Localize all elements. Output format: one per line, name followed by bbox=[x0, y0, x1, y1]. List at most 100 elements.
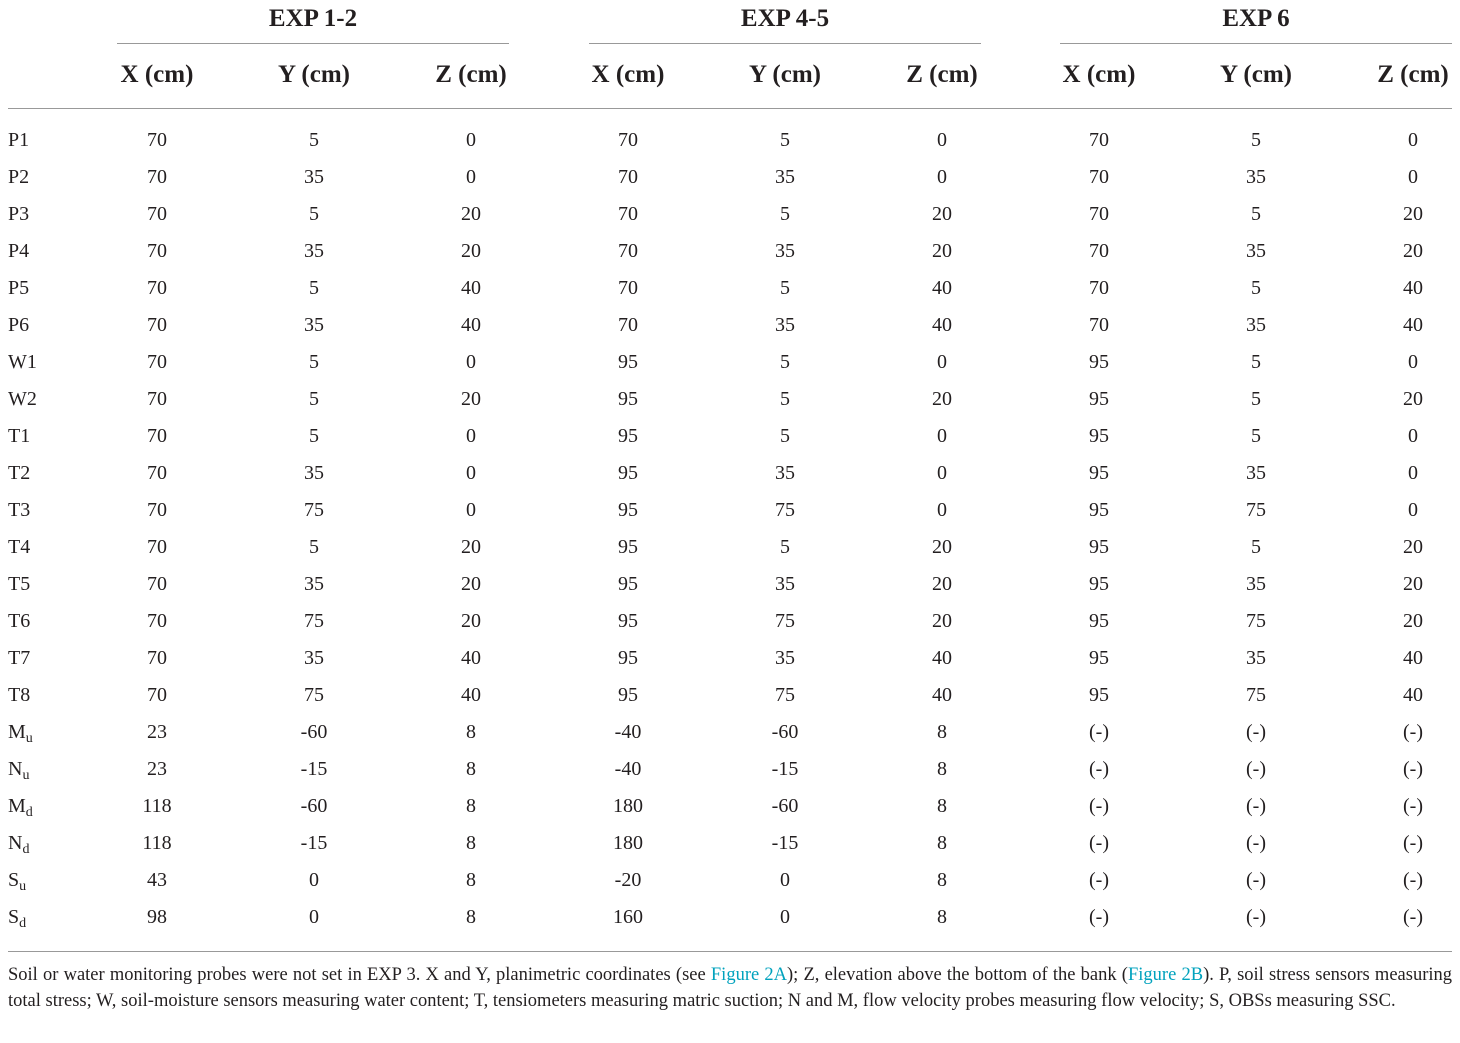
table-cell: 35 bbox=[304, 573, 324, 595]
table-cell: 35 bbox=[304, 166, 324, 188]
table-cell: 0 bbox=[937, 462, 947, 484]
table-cell: 70 bbox=[147, 499, 167, 521]
table-cell: 35 bbox=[775, 166, 795, 188]
table-cell: 8 bbox=[937, 795, 947, 817]
table-cell: 70 bbox=[618, 203, 638, 225]
footnote-text-3: ). P, soil stress sensors measuring tota… bbox=[8, 965, 1452, 1011]
row-label: Nd bbox=[8, 825, 29, 862]
table-cell: 40 bbox=[932, 647, 952, 669]
table-cell: 75 bbox=[304, 499, 324, 521]
table-cell: 40 bbox=[1403, 314, 1423, 336]
table-cell: 35 bbox=[775, 314, 795, 336]
header-divider bbox=[8, 108, 1452, 109]
table-cell: -40 bbox=[614, 721, 642, 743]
figure-2b-link[interactable]: Figure 2B bbox=[1127, 965, 1204, 985]
table-cell: 0 bbox=[1408, 425, 1418, 447]
table-cell: 20 bbox=[932, 536, 952, 558]
table-cell: 8 bbox=[466, 832, 476, 854]
table-cell: 0 bbox=[937, 351, 947, 373]
row-label: T3 bbox=[8, 492, 30, 529]
table-cell: 5 bbox=[780, 425, 790, 447]
table-cell: 95 bbox=[618, 573, 638, 595]
column-header: X (cm) bbox=[591, 61, 665, 88]
footnote-text-2: ); Z, elevation above the bottom of the … bbox=[786, 965, 1128, 985]
table-cell: (-) bbox=[1246, 795, 1266, 817]
table-cell: -60 bbox=[300, 721, 328, 743]
table-row: P5 70 5 40 70 5 40 70 5 40 bbox=[0, 270, 1460, 307]
table-cell: 70 bbox=[147, 647, 167, 669]
table-cell: 70 bbox=[1089, 166, 1109, 188]
table-cell: 95 bbox=[618, 351, 638, 373]
table-cell: 5 bbox=[1251, 277, 1261, 299]
table-cell: (-) bbox=[1089, 795, 1109, 817]
table-cell: -15 bbox=[771, 832, 799, 854]
row-label-index: 4 bbox=[19, 240, 30, 262]
table-cell: 20 bbox=[461, 203, 481, 225]
table-cell: 70 bbox=[147, 536, 167, 558]
table-cell: 20 bbox=[1403, 610, 1423, 632]
table-cell: 70 bbox=[1089, 314, 1109, 336]
column-header: Z (cm) bbox=[435, 61, 507, 88]
table-cell: 70 bbox=[147, 351, 167, 373]
table-cell: (-) bbox=[1246, 869, 1266, 891]
table-cell: (-) bbox=[1403, 869, 1423, 891]
row-label-letter: W bbox=[8, 351, 27, 373]
table-cell: 8 bbox=[937, 906, 947, 928]
table-cell: 20 bbox=[461, 536, 481, 558]
table-cell: 35 bbox=[1246, 314, 1266, 336]
table-cell: 180 bbox=[613, 795, 643, 817]
row-label-letter: P bbox=[8, 277, 20, 299]
table-cell: -15 bbox=[300, 832, 328, 854]
table-cell: -60 bbox=[771, 795, 799, 817]
table-cell: 20 bbox=[932, 388, 952, 410]
table-cell: 8 bbox=[466, 869, 476, 891]
row-label-index: u bbox=[22, 768, 30, 783]
column-header: Y (cm) bbox=[278, 61, 350, 88]
table-cell: 40 bbox=[1403, 277, 1423, 299]
group-header-exp-4-5: EXP 4-5 bbox=[740, 5, 830, 32]
table-row: T8 70 75 40 95 75 40 95 75 40 bbox=[0, 677, 1460, 714]
table-cell: 70 bbox=[618, 166, 638, 188]
table-cell: 5 bbox=[1251, 129, 1261, 151]
table-cell: 95 bbox=[1089, 536, 1109, 558]
row-label-index: 1 bbox=[26, 351, 37, 373]
table-cell: (-) bbox=[1089, 758, 1109, 780]
table-cell: -20 bbox=[614, 869, 642, 891]
table-cell: 75 bbox=[304, 610, 324, 632]
table-cell: 8 bbox=[466, 795, 476, 817]
table-cell: 0 bbox=[1408, 166, 1418, 188]
table-cell: 0 bbox=[309, 869, 319, 891]
table-cell: 5 bbox=[1251, 425, 1261, 447]
table-cell: 75 bbox=[775, 684, 795, 706]
table-cell: 20 bbox=[932, 203, 952, 225]
table-cell: 98 bbox=[147, 906, 167, 928]
table-cell: 5 bbox=[1251, 536, 1261, 558]
table-cell: (-) bbox=[1246, 758, 1266, 780]
row-label: P4 bbox=[8, 233, 29, 270]
table-cell: 70 bbox=[147, 166, 167, 188]
table-row: T3 70 75 0 95 75 0 95 75 0 bbox=[0, 492, 1460, 529]
table-cell: 0 bbox=[780, 906, 790, 928]
group-header-exp-6: EXP 6 bbox=[1222, 5, 1290, 32]
table-cell: 95 bbox=[1089, 499, 1109, 521]
table-cell: 70 bbox=[618, 314, 638, 336]
row-label-letter: T bbox=[8, 499, 21, 521]
table-cell: (-) bbox=[1089, 832, 1109, 854]
table-row: P6 70 35 40 70 35 40 70 35 40 bbox=[0, 307, 1460, 344]
table-row: Su 43 0 8 -20 0 8 (-) (-) (-) bbox=[0, 862, 1460, 899]
table-cell: 95 bbox=[1089, 425, 1109, 447]
table-cell: 35 bbox=[304, 240, 324, 262]
table-cell: 0 bbox=[309, 906, 319, 928]
table-cell: 40 bbox=[1403, 684, 1423, 706]
row-label-letter: T bbox=[8, 647, 21, 669]
footnote-text-1: Soil or water monitoring probes were not… bbox=[8, 965, 711, 985]
row-label-index: 5 bbox=[20, 573, 31, 595]
table-cell: 35 bbox=[304, 462, 324, 484]
figure-2a-link[interactable]: Figure 2A bbox=[710, 965, 787, 985]
row-label-index: 8 bbox=[20, 684, 31, 706]
table-cell: 75 bbox=[1246, 499, 1266, 521]
row-label-letter: S bbox=[8, 906, 20, 928]
table-cell: 75 bbox=[304, 684, 324, 706]
table-cell: 35 bbox=[775, 462, 795, 484]
row-label-letter: P bbox=[8, 314, 20, 336]
